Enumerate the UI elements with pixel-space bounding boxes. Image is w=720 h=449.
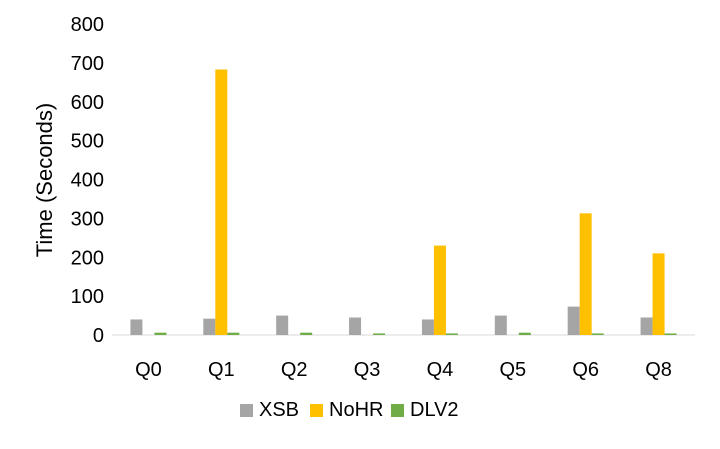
bar-dlv2-q5 [518, 332, 531, 335]
bar-nohr-q4 [433, 245, 446, 335]
bar-xsb-q0 [130, 319, 143, 335]
legend-label-xsb: XSB [259, 399, 299, 421]
x-tick-label: Q6 [572, 359, 599, 381]
y-tick-label: 200 [71, 247, 104, 269]
bars [130, 69, 677, 335]
y-axis-ticks: 0 100 200 300 400 500 600 700 800 [71, 14, 104, 347]
legend-swatch-dlv2 [391, 404, 404, 417]
bar-dlv2-q0 [154, 332, 167, 335]
y-tick-label: 800 [71, 14, 104, 36]
y-tick-label: 100 [71, 286, 104, 308]
bar-xsb-q4 [421, 319, 434, 335]
x-tick-label: Q0 [135, 359, 162, 381]
x-tick-label: Q1 [208, 359, 235, 381]
bar-xsb-q5 [494, 315, 507, 335]
y-tick-label: 500 [71, 131, 104, 153]
legend-label-dlv2: DLV2 [410, 399, 459, 421]
bar-dlv2-q8 [664, 333, 677, 335]
bar-xsb-q3 [349, 317, 362, 335]
x-tick-label: Q2 [281, 359, 308, 381]
y-tick-label: 700 [71, 53, 104, 75]
legend-swatch-xsb [240, 404, 253, 417]
x-tick-label: Q3 [354, 359, 381, 381]
bar-xsb-q8 [640, 317, 653, 335]
bar-xsb-q6 [567, 306, 580, 335]
bar-dlv2-q6 [591, 333, 604, 335]
bar-dlv2-q2 [300, 332, 313, 335]
legend-label-nohr: NoHR [329, 399, 383, 421]
y-tick-label: 600 [71, 92, 104, 114]
legend-swatch-nohr [310, 404, 323, 417]
bar-dlv2-q1 [227, 332, 240, 335]
x-tick-label: Q4 [427, 359, 454, 381]
bar-nohr-q8 [652, 253, 665, 335]
bar-dlv2-q3 [373, 333, 386, 335]
bar-xsb-q1 [203, 318, 216, 335]
bar-xsb-q2 [276, 315, 289, 335]
x-tick-label: Q8 [645, 359, 672, 381]
y-tick-label: 0 [93, 325, 104, 347]
x-axis-ticks: Q0 Q1 Q2 Q3 Q4 Q5 Q6 Q8 [135, 359, 672, 381]
y-tick-label: 400 [71, 170, 104, 192]
bar-nohr-q1 [215, 69, 228, 335]
bar-nohr-q6 [579, 213, 592, 335]
y-axis-label: Time (Seconds) [32, 103, 57, 257]
x-tick-label: Q5 [499, 359, 526, 381]
bar-dlv2-q4 [445, 333, 458, 335]
legend: XSB NoHR DLV2 [240, 399, 459, 421]
y-tick-label: 300 [71, 208, 104, 230]
